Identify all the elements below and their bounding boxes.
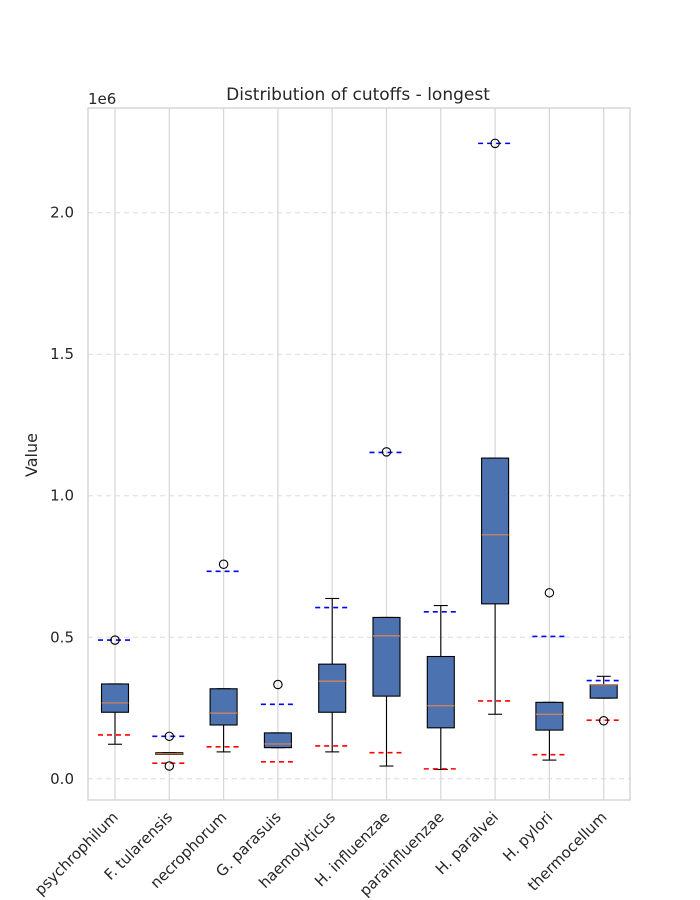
box	[481, 457, 510, 605]
x-tick-label: H. pylori	[499, 808, 556, 865]
outlier-point	[110, 635, 120, 645]
y-tick-label: 2.0	[50, 204, 74, 222]
box	[535, 701, 564, 731]
y-tick-label: 0.5	[50, 628, 74, 646]
box	[318, 663, 347, 713]
outlier-point	[273, 679, 283, 690]
outlier-point	[381, 447, 392, 457]
x-tick-label: psychrophilum	[31, 808, 122, 899]
outlier-point	[490, 138, 500, 149]
outlier-point	[218, 559, 229, 569]
outlier-point	[544, 588, 555, 598]
y-tick-label: 1.5	[50, 345, 74, 363]
outlier-point	[164, 761, 175, 771]
y-tick-label: 0.0	[50, 770, 74, 788]
y-tick-label: 1.0	[50, 487, 74, 505]
chart-title: Distribution of cutoffs - longest	[226, 85, 490, 105]
plot-frame	[87, 107, 631, 801]
outlier-point	[598, 716, 609, 726]
box	[100, 683, 130, 713]
box	[263, 732, 292, 749]
box	[209, 688, 238, 726]
box	[426, 655, 455, 729]
box	[372, 616, 401, 697]
y-axis-label: Value	[22, 433, 41, 477]
box	[589, 684, 618, 699]
y-axis-offset-label: 1e6	[88, 90, 116, 108]
outlier-point	[164, 731, 175, 742]
